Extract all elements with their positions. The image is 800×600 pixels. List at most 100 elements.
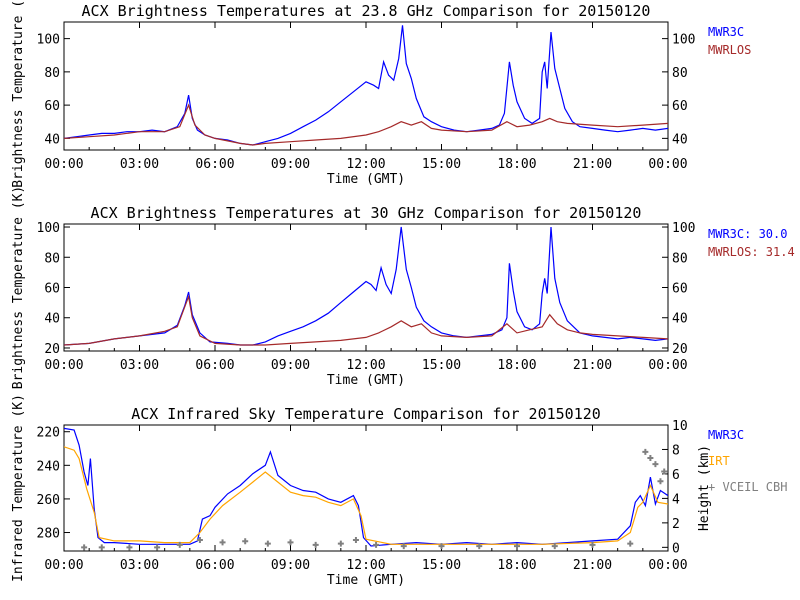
- x-axis-label: Time (GMT): [327, 172, 405, 187]
- cbh-marker: [98, 544, 105, 551]
- cbh-marker: [196, 536, 203, 543]
- x-tick-label: 12:00: [346, 558, 385, 573]
- y-tick-label: 100: [37, 221, 60, 236]
- x-tick-label: 00:00: [648, 358, 687, 373]
- cbh-marker: [373, 541, 380, 548]
- right-y-axis-label: Height (km): [697, 445, 712, 531]
- cbh-marker: [287, 539, 294, 546]
- x-tick-label: 00:00: [44, 358, 83, 373]
- panel-2: ACX Brightness Temperatures at 30 GHz Co…: [11, 186, 795, 390]
- series-line-mwrlos: [64, 103, 668, 146]
- y-tick-label: 220: [37, 426, 60, 441]
- x-tick-label: 18:00: [497, 157, 536, 172]
- legend-entry: MWRLOS: 31.4: [708, 245, 795, 259]
- y-axis-label: Infrared Temperature (K): [11, 394, 26, 582]
- cbh-marker: [661, 468, 668, 475]
- chart-title: ACX Infrared Sky Temperature Comparison …: [131, 405, 601, 423]
- right-y-tick-label: 60: [672, 282, 688, 297]
- series-line-mwr3c: [64, 427, 668, 547]
- right-y-tick-label: 100: [672, 221, 695, 236]
- cbh-marker: [551, 543, 558, 550]
- y-tick-label: 40: [44, 132, 60, 147]
- series-line-irt: [64, 446, 668, 545]
- right-y-tick-label: 80: [672, 251, 688, 266]
- x-tick-label: 03:00: [120, 157, 159, 172]
- cbh-marker: [652, 461, 659, 468]
- cbh-marker: [352, 536, 359, 543]
- cbh-marker: [219, 539, 226, 546]
- right-y-tick-label: 40: [672, 312, 688, 327]
- legend-entry: MWR3C: [708, 428, 744, 442]
- legend-entry: + VCEIL CBH: [708, 480, 787, 494]
- chart-title: ACX Brightness Temperatures at 23.8 GHz …: [82, 2, 651, 20]
- right-y-tick-label: 2: [672, 517, 680, 532]
- right-y-tick-label: 60: [672, 99, 688, 114]
- x-tick-label: 12:00: [346, 358, 385, 373]
- cbh-marker: [400, 543, 407, 550]
- x-tick-label: 15:00: [422, 558, 461, 573]
- x-tick-label: 21:00: [573, 358, 612, 373]
- x-tick-label: 00:00: [648, 558, 687, 573]
- x-tick-label: 03:00: [120, 558, 159, 573]
- y-tick-label: 80: [44, 66, 60, 81]
- right-y-tick-label: 6: [672, 468, 680, 483]
- cbh-marker: [81, 544, 88, 551]
- x-tick-label: 09:00: [271, 157, 310, 172]
- y-tick-label: 60: [44, 99, 60, 114]
- x-tick-label: 03:00: [120, 358, 159, 373]
- y-tick-label: 40: [44, 312, 60, 327]
- cbh-marker: [176, 541, 183, 548]
- series-line-mwr3c-30-0: [64, 226, 668, 346]
- x-tick-label: 00:00: [648, 157, 687, 172]
- x-tick-label: 21:00: [573, 157, 612, 172]
- cbh-marker: [476, 543, 483, 550]
- x-tick-label: 06:00: [195, 558, 234, 573]
- series-vceil-cbh: [81, 448, 668, 551]
- cbh-marker: [514, 543, 520, 550]
- y-axis-label: Brightness Temperature (K): [11, 186, 26, 390]
- legend-entry: MWRLOS: [708, 43, 751, 57]
- y-tick-label: 60: [44, 282, 60, 297]
- panel-1: ACX Brightness Temperatures at 23.8 GHz …: [11, 0, 751, 188]
- x-tick-label: 09:00: [271, 558, 310, 573]
- right-y-tick-label: 20: [672, 342, 688, 357]
- right-y-tick-label: 8: [672, 443, 680, 458]
- x-tick-label: 12:00: [346, 157, 385, 172]
- cbh-marker: [154, 544, 161, 551]
- chart-title: ACX Brightness Temperatures at 30 GHz Co…: [91, 204, 642, 222]
- y-tick-label: 240: [37, 459, 60, 474]
- x-tick-label: 15:00: [422, 358, 461, 373]
- legend-entry: MWR3C: 30.0: [708, 227, 787, 241]
- x-tick-label: 18:00: [497, 558, 536, 573]
- series-line-mwrlos-31-4: [64, 294, 668, 346]
- x-tick-label: 15:00: [422, 157, 461, 172]
- cbh-marker: [589, 541, 596, 548]
- plot-frame: [63, 424, 669, 552]
- y-tick-label: 20: [44, 342, 60, 357]
- cbh-marker: [337, 540, 344, 547]
- x-tick-label: 06:00: [195, 358, 234, 373]
- right-y-tick-label: 80: [672, 66, 688, 81]
- x-axis-label: Time (GMT): [327, 573, 405, 588]
- x-axis-label: Time (GMT): [327, 373, 405, 388]
- cbh-marker: [242, 538, 249, 545]
- x-tick-label: 06:00: [195, 157, 234, 172]
- x-tick-label: 00:00: [44, 558, 83, 573]
- right-y-tick-label: 100: [672, 33, 695, 48]
- cbh-marker: [312, 541, 319, 548]
- series-line-mwr3c: [64, 25, 668, 146]
- cbh-marker: [642, 448, 649, 455]
- right-y-tick-label: 40: [672, 132, 688, 147]
- x-tick-label: 18:00: [497, 358, 536, 373]
- y-tick-label: 260: [37, 493, 60, 508]
- y-axis-label: Brightness Temperature (K): [11, 0, 26, 188]
- y-tick-label: 280: [37, 527, 60, 542]
- legend-entry: IRT: [708, 454, 730, 468]
- cbh-marker: [627, 540, 634, 547]
- cbh-marker: [126, 544, 133, 551]
- right-y-tick-label: 4: [672, 492, 680, 507]
- x-tick-label: 21:00: [573, 558, 612, 573]
- x-tick-label: 09:00: [271, 358, 310, 373]
- cbh-marker: [264, 540, 271, 547]
